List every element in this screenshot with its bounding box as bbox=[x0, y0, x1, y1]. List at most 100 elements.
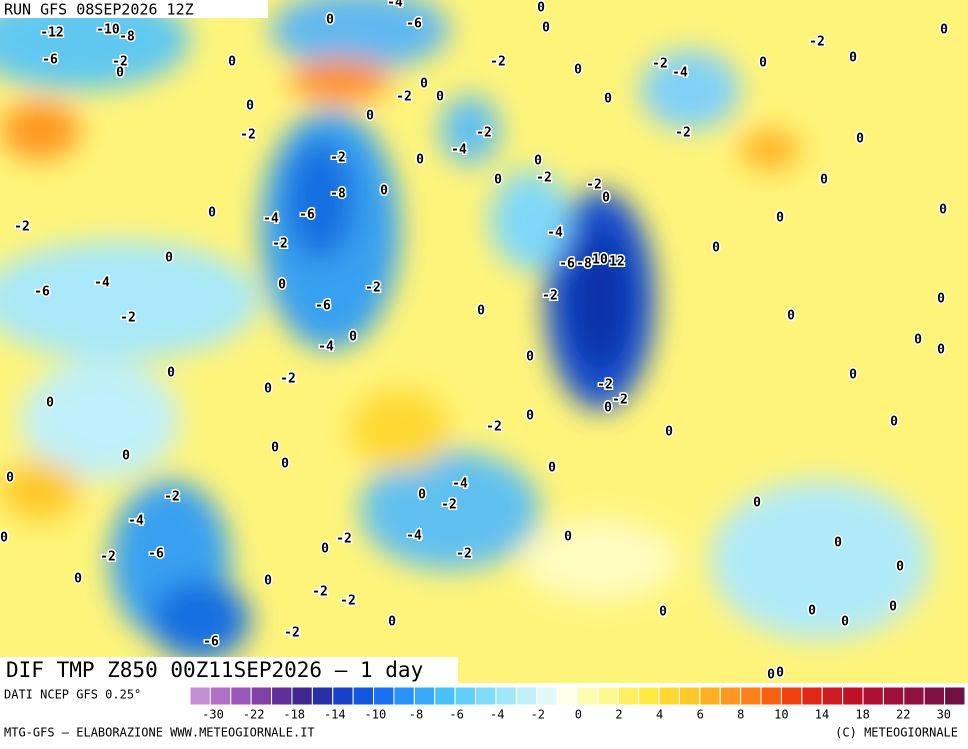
color-swatch bbox=[577, 686, 599, 706]
color-swatch bbox=[373, 686, 395, 706]
contour-label: 0 bbox=[321, 542, 329, 557]
contour-label: -2 bbox=[542, 289, 558, 304]
contour-label: 12 bbox=[609, 255, 625, 270]
color-swatch bbox=[209, 686, 232, 706]
contour-label: 0 bbox=[246, 99, 254, 114]
run-label: RUN GFS 08SEP2026 12Z bbox=[4, 1, 194, 19]
color-swatch bbox=[393, 686, 415, 706]
color-swatch bbox=[617, 686, 640, 706]
colorbar-tick-label: -10 bbox=[365, 708, 387, 722]
contour-label: 0 bbox=[602, 191, 610, 206]
colorbar-tick-label: -30 bbox=[202, 708, 224, 722]
colorbar-tick-label: -14 bbox=[324, 708, 346, 722]
contour-label: 0 bbox=[940, 23, 948, 38]
contour-label: -8 bbox=[576, 257, 592, 272]
contour-label: -4 bbox=[547, 226, 563, 241]
contour-label: 0 bbox=[167, 366, 175, 381]
contour-label: 0 bbox=[165, 251, 173, 266]
color-swatch bbox=[271, 686, 293, 706]
contour-label: 0 bbox=[548, 461, 556, 476]
contour-label: 0 bbox=[416, 153, 424, 168]
contour-label: -2 bbox=[441, 498, 457, 513]
color-swatch bbox=[821, 686, 844, 706]
contour-label: -4 bbox=[263, 212, 279, 227]
contour-label: 0 bbox=[542, 21, 550, 36]
contour-label: 0 bbox=[477, 304, 485, 319]
color-swatch bbox=[434, 686, 456, 706]
contour-label: -6 bbox=[406, 17, 422, 32]
contour-label: 0 bbox=[767, 668, 775, 683]
colorbar-tick-label: 0 bbox=[575, 708, 582, 722]
contour-label: -6 bbox=[299, 208, 315, 223]
contour-label: 0 bbox=[74, 572, 82, 587]
contour-label: 0 bbox=[6, 471, 14, 486]
color-swatch bbox=[475, 686, 497, 706]
contour-label: 0 bbox=[281, 457, 289, 472]
colorbar-tick-label: 8 bbox=[737, 708, 744, 722]
colorbar-tick-label: 30 bbox=[937, 708, 951, 722]
contour-label: 0 bbox=[808, 604, 816, 619]
contour-label: 0 bbox=[841, 615, 849, 630]
color-swatch bbox=[903, 686, 925, 706]
contour-label: 0 bbox=[604, 92, 612, 107]
contour-label: -2 bbox=[112, 55, 128, 70]
contour-label: -2 bbox=[597, 378, 613, 393]
contour-label: -6 bbox=[203, 635, 219, 650]
contour-label: -2 bbox=[120, 311, 136, 326]
color-swatch bbox=[638, 686, 660, 706]
color-swatch bbox=[740, 686, 762, 706]
colorbar-tick-label: 22 bbox=[896, 708, 910, 722]
color-swatch bbox=[311, 686, 334, 706]
contour-label: 0 bbox=[264, 382, 272, 397]
colorbar-tick-label: -6 bbox=[449, 708, 463, 722]
contour-label: 10 bbox=[592, 253, 608, 268]
color-swatch bbox=[495, 686, 517, 706]
contour-label: -2 bbox=[586, 178, 602, 193]
contour-label: -2 bbox=[312, 585, 328, 600]
footer-right: (C) METEOGIORNALE bbox=[835, 726, 958, 740]
color-swatch bbox=[658, 686, 680, 706]
contour-label: 0 bbox=[122, 449, 130, 464]
color-swatch bbox=[250, 686, 273, 706]
contour-label: -4 bbox=[94, 276, 110, 291]
title-box bbox=[0, 657, 458, 683]
contour-label: -12 bbox=[40, 26, 63, 41]
color-swatch bbox=[413, 686, 436, 706]
contour-label: 0 bbox=[349, 330, 357, 345]
contour-label: -4 bbox=[672, 66, 688, 81]
color-swatch bbox=[291, 686, 313, 706]
contour-label: 0 bbox=[939, 203, 947, 218]
contour-label: -2 bbox=[456, 547, 472, 562]
run-box bbox=[0, 0, 268, 18]
contour-label: 0 bbox=[436, 90, 444, 105]
colorbar-tick-label: -18 bbox=[283, 708, 305, 722]
contour-label: -2 bbox=[365, 281, 381, 296]
colorbar: -30 -22 -18 -14 -10 -8 -6 -4 -2 0 2 4 6 8 10 14 18 22 30 bbox=[189, 686, 966, 722]
contour-label: -10 bbox=[96, 23, 120, 38]
contour-label: 0 bbox=[380, 184, 388, 199]
contour-label: 0 bbox=[526, 409, 534, 424]
contour-label: -2 bbox=[280, 372, 296, 387]
color-swatch bbox=[230, 686, 252, 706]
color-swatch bbox=[454, 686, 477, 706]
contour-label: -4 bbox=[452, 477, 468, 492]
color-swatch bbox=[678, 686, 701, 706]
contour-label: 0 bbox=[388, 615, 396, 630]
contour-label: -2 bbox=[164, 490, 180, 505]
contour-label: 0 bbox=[46, 396, 54, 411]
color-swatch bbox=[352, 686, 375, 706]
contour-label: 0 bbox=[759, 56, 767, 71]
contour-label: 0 bbox=[420, 77, 428, 92]
contour-label: -6 bbox=[42, 53, 58, 68]
contour-label: -2 bbox=[100, 550, 116, 565]
contour-label: -2 bbox=[675, 126, 691, 141]
color-swatch bbox=[882, 686, 905, 706]
colorbar-tick-label: 10 bbox=[774, 708, 788, 722]
color-swatch bbox=[862, 686, 884, 706]
contour-label: 0 bbox=[228, 55, 236, 70]
contour-label: 0 bbox=[537, 1, 545, 16]
color-swatch bbox=[536, 686, 558, 706]
contour-label: 0 bbox=[776, 211, 784, 226]
contour-label: -2 bbox=[272, 237, 288, 252]
contour-label: 0 bbox=[659, 605, 667, 620]
